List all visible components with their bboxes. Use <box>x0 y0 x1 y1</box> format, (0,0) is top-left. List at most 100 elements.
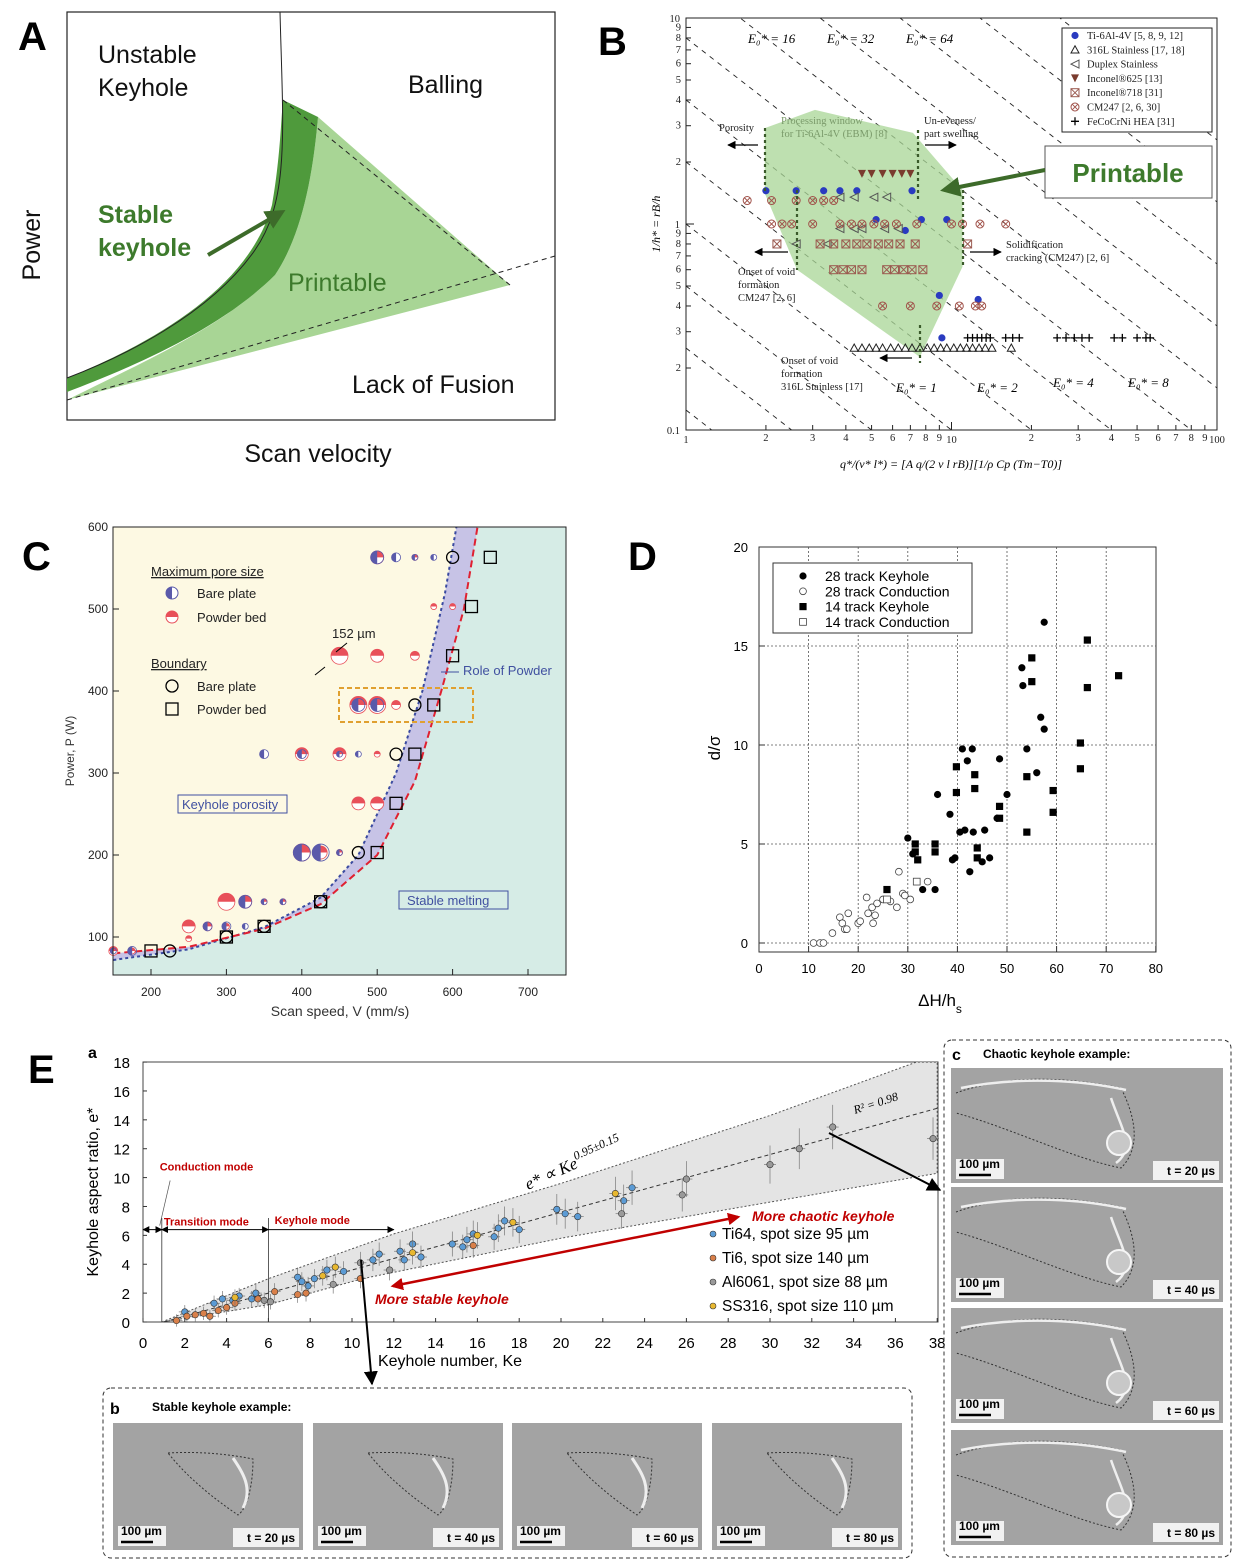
d-point-0 <box>966 868 974 876</box>
b-x-minor-label: 6 <box>1155 433 1160 444</box>
legend-pore-title: Maximum pore size <box>151 564 264 579</box>
x <box>899 265 908 275</box>
b-window-1: Processing window <box>781 116 863 127</box>
d-legend-marker <box>799 572 807 580</box>
iso-energy-line <box>686 285 873 430</box>
x <box>873 239 883 249</box>
c-x-tick-label: 700 <box>518 985 538 999</box>
b-point-6 <box>1146 333 1155 342</box>
b-point-3 <box>857 169 866 178</box>
a-xlabel: Scan velocity <box>244 440 392 468</box>
b-legend-marker <box>1070 44 1080 54</box>
e-point-dot <box>409 1249 417 1257</box>
time-label-bg <box>1153 1161 1219 1180</box>
e-point-1 <box>268 1283 281 1301</box>
e-x-tick-label: 32 <box>803 1335 820 1352</box>
d-point-0 <box>961 826 969 834</box>
box <box>890 265 900 275</box>
b-ylabel: 1/h* = rB/h <box>649 196 663 253</box>
b-point-1 <box>900 342 911 352</box>
d-point-0 <box>981 826 989 834</box>
b-energy-labels: E₀* = 16 E₀* = 32 E₀* = 64 E₀* = 1 E₀* =… <box>747 31 1169 395</box>
e-point-dot <box>473 1231 481 1239</box>
e-point-dot <box>628 1184 636 1192</box>
e-point-0 <box>295 1272 308 1291</box>
b-point-5 <box>808 196 818 206</box>
d-point-2 <box>914 856 922 864</box>
circle <box>857 219 867 229</box>
scale-bar-label: 100 µm <box>321 1524 362 1538</box>
d-y-tick-label: 5 <box>741 837 748 852</box>
box <box>772 239 782 249</box>
b-point-1 <box>922 342 933 352</box>
box <box>846 265 856 275</box>
b-point-6 <box>986 333 995 342</box>
e-point-dot <box>574 1213 582 1221</box>
x <box>907 265 917 275</box>
pore-marker <box>430 553 438 561</box>
x <box>893 220 900 228</box>
b-point-6 <box>1070 333 1079 342</box>
x <box>907 302 914 310</box>
iso-energy-line <box>686 37 1193 430</box>
x <box>890 265 899 275</box>
d-point-3 <box>883 895 891 904</box>
label-stable-keyhole: keyhole <box>98 234 191 262</box>
bare-pore-fill <box>370 550 378 564</box>
b-point-4 <box>862 239 872 249</box>
e-legend-marker <box>709 1278 717 1286</box>
x <box>948 220 955 228</box>
b-point-4 <box>846 265 856 275</box>
pore-marker <box>391 700 401 710</box>
stable-melting-label: Stable melting <box>407 893 489 908</box>
e-x-tick-label: 4 <box>222 1335 230 1352</box>
e-y-tick-label: 16 <box>113 1084 130 1101</box>
iso-energy-line <box>686 161 1033 430</box>
d-x-tick-label: 60 <box>1049 961 1063 976</box>
powder-boundary-point <box>464 599 479 614</box>
b-point-1 <box>987 342 997 352</box>
b-xlabel: q*/(v* l*) = [A q/(2 v l rB)][1/ρ Cp (Tm… <box>840 457 1062 471</box>
label-printable: Printable <box>288 269 387 297</box>
x <box>788 220 795 228</box>
b-point-3 <box>888 169 897 178</box>
e-y-tick-label: 10 <box>113 1171 130 1188</box>
bare-pore-fill <box>127 946 133 956</box>
e-y-tick-label: 6 <box>122 1228 130 1245</box>
e-point-dot <box>218 1295 226 1303</box>
bare-pore-fill <box>370 698 378 712</box>
d-x-tick-label: 0 <box>755 961 762 976</box>
e-point-dot <box>417 1253 425 1261</box>
time-label-bg <box>433 1528 499 1547</box>
powder-pore-fill <box>331 647 348 656</box>
c-plot-frame <box>112 526 567 976</box>
e-x-tick-label: 16 <box>469 1335 486 1352</box>
c-y-tick-label: 400 <box>88 684 108 698</box>
b-x-tick-label: 10 <box>946 435 957 446</box>
e-x-tick-label: 2 <box>181 1335 189 1352</box>
circle <box>975 219 985 229</box>
d-point-0 <box>1040 725 1048 733</box>
scale-bar-label: 100 µm <box>959 1397 1000 1411</box>
e-point-0 <box>617 1184 630 1217</box>
b-x-minor-label: 9 <box>937 433 942 444</box>
label-stable: Stable <box>98 201 173 229</box>
powder-pore-fill <box>430 603 437 607</box>
powder-pore-fill <box>217 893 235 902</box>
x <box>858 220 866 228</box>
circle <box>819 196 829 206</box>
e-legend-label: Ti64, spot size 95 µm <box>722 1226 869 1243</box>
stable-example-title: Stable keyhole example: <box>152 1400 291 1414</box>
e-legend-marker <box>709 1230 717 1238</box>
b-point-5 <box>742 196 752 206</box>
e-point-3 <box>609 1176 622 1211</box>
pore-marker <box>217 892 236 911</box>
d-ylabel: d/σ <box>705 735 724 760</box>
circle <box>777 219 787 229</box>
box <box>873 239 883 249</box>
e-x-tick-label: 38 <box>929 1335 946 1352</box>
b-point-5 <box>846 219 856 229</box>
b-point-2 <box>879 223 890 234</box>
e-label-1: E₀* = 1 <box>895 380 937 395</box>
window-boundary-lines <box>763 128 965 363</box>
